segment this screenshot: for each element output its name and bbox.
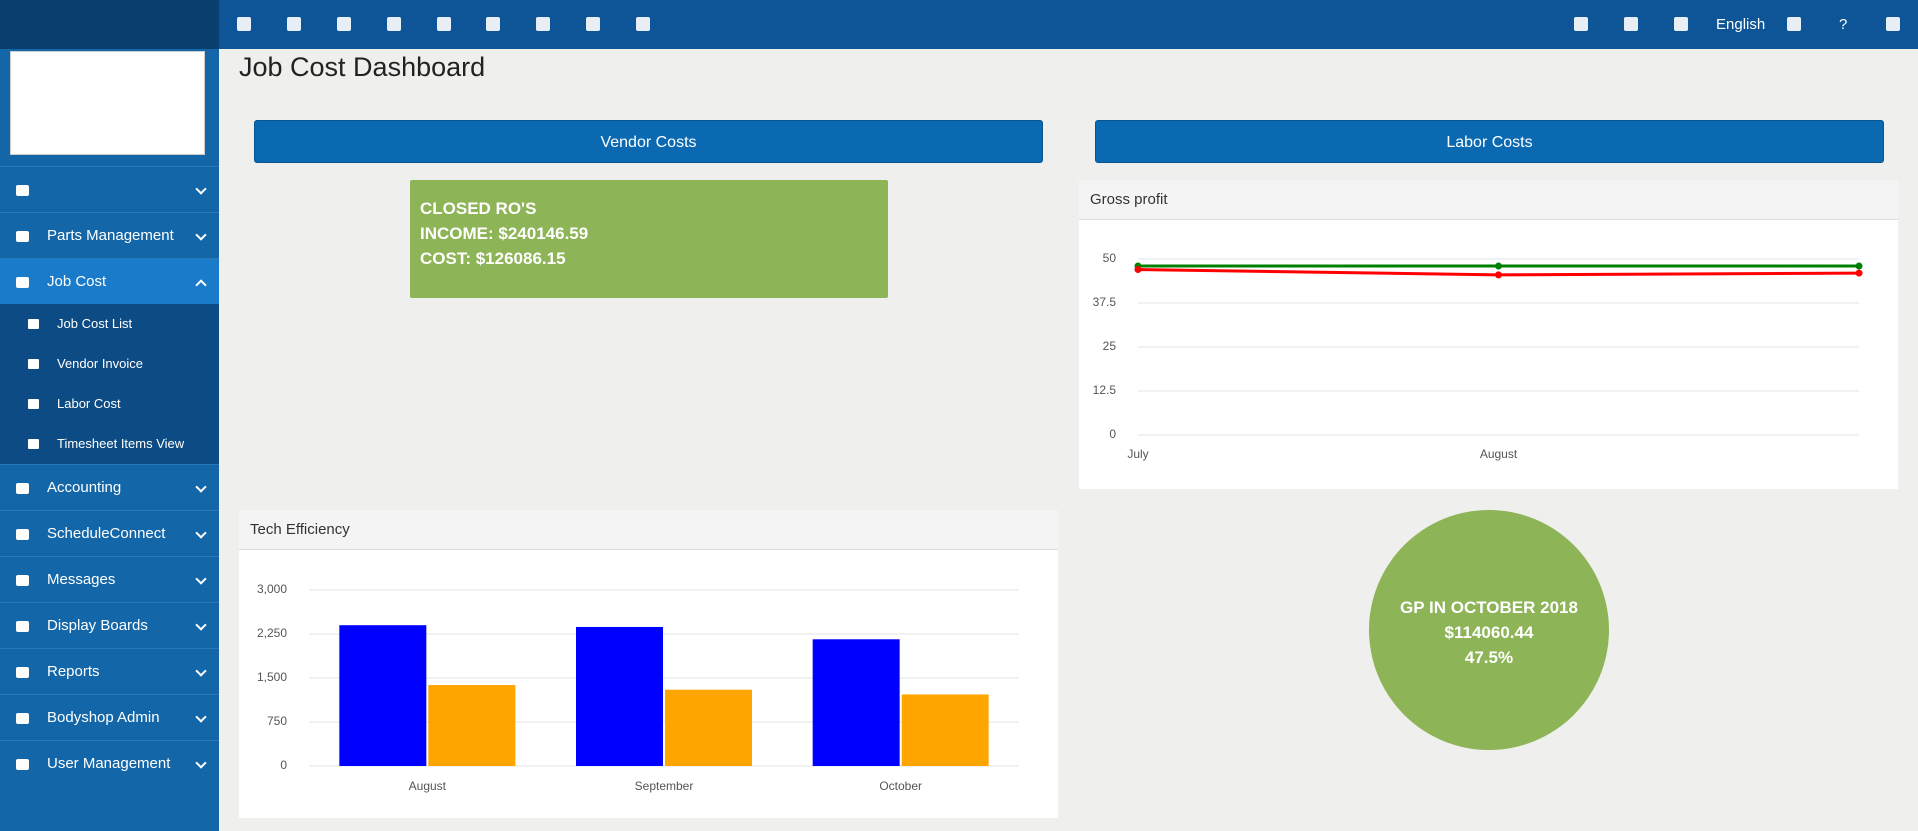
- panel-title: Tech Efficiency: [239, 510, 1058, 550]
- y-tick-label: 1,500: [257, 670, 287, 684]
- card-line: COST: $126086.15: [420, 249, 566, 268]
- y-tick-label: 0: [1109, 427, 1116, 441]
- icon[interactable]: [337, 17, 351, 31]
- chart: 0 750 1,500 2,250 3,000 August September Octobe…: [257, 582, 1019, 793]
- icon[interactable]: [387, 17, 401, 31]
- chart: 0 12.5 25 37.5 50 July August: [1093, 251, 1863, 461]
- card-line: CLOSED RO'S: [420, 199, 537, 218]
- icon[interactable]: [586, 17, 600, 31]
- gross-profit-panel: Gross profit 0 12.5 25 37.5 50 July August: [1079, 180, 1898, 489]
- gp-line: GP IN OCTOBER 2018: [1400, 598, 1578, 617]
- menu-item[interactable]: Messages: [0, 556, 219, 602]
- gp-line: 47.5%: [1464, 648, 1514, 667]
- y-tick-label: 37.5: [1093, 295, 1117, 309]
- y-tick-label: 750: [267, 714, 287, 728]
- submenu-item[interactable]: Timesheet Items View: [0, 424, 219, 464]
- x-tick-label: September: [635, 779, 694, 793]
- menu-item[interactable]: Job Cost: [0, 258, 219, 304]
- bar: [901, 694, 989, 766]
- bar: [576, 626, 663, 766]
- menu-item[interactable]: Reports: [0, 648, 219, 694]
- point: [1855, 269, 1863, 277]
- submenu-item[interactable]: Vendor Invoice: [0, 344, 219, 384]
- gp-line: $114060.44: [1444, 623, 1534, 642]
- tech-efficiency-panel: Tech Efficiency 0 750 1,500 2,250 3,000 Augus…: [239, 510, 1058, 818]
- icon[interactable]: [636, 17, 650, 31]
- x-tick-label: August: [1480, 447, 1518, 461]
- closed-card: CLOSED RO'S INCOME: $240146.59 COST: $12…: [410, 180, 888, 298]
- y-tick-label: 0: [280, 758, 287, 772]
- icon[interactable]: [287, 17, 301, 31]
- y-tick-label: 12.5: [1093, 383, 1117, 397]
- submenu-item[interactable]: Job Cost List: [0, 304, 219, 344]
- x-tick-label: July: [1127, 447, 1148, 461]
- icon[interactable]: [1674, 17, 1688, 31]
- submenu-item[interactable]: Labor Cost: [0, 384, 219, 424]
- icon[interactable]: [237, 17, 251, 31]
- logo: [10, 51, 205, 155]
- bar: [339, 625, 427, 766]
- top-bar: English ?: [0, 0, 1918, 49]
- y-tick-label: 2,250: [257, 626, 287, 640]
- bar: [428, 685, 516, 766]
- icon[interactable]: [486, 17, 500, 31]
- panel-title: Gross profit: [1079, 180, 1898, 220]
- icon[interactable]: [1787, 17, 1801, 31]
- language[interactable]: English: [1716, 16, 1766, 33]
- menu-item[interactable]: Bodyshop Admin: [0, 694, 219, 740]
- sidebar: Parts Management Job Cost Job Cost List Ven…: [0, 49, 219, 831]
- point: [1855, 262, 1863, 270]
- icon[interactable]: [437, 17, 451, 31]
- gp-circle: GP IN OCTOBER 2018 $114060.44 47.5%: [1369, 510, 1609, 750]
- y-tick-label: 25: [1103, 339, 1117, 353]
- labor-costs-button[interactable]: Labor Costs: [1095, 120, 1884, 163]
- menu-item[interactable]: [0, 166, 219, 212]
- menu-item[interactable]: Accounting: [0, 464, 219, 510]
- menu-item[interactable]: Parts Management: [0, 212, 219, 258]
- x-tick-label: August: [409, 779, 447, 793]
- brand[interactable]: [0, 0, 219, 49]
- menu-item[interactable]: ScheduleConnect: [0, 510, 219, 556]
- bar: [665, 689, 752, 766]
- card-line: INCOME: $240146.59: [420, 224, 589, 243]
- icon[interactable]: [1886, 17, 1900, 31]
- point: [1495, 262, 1502, 270]
- x-tick-label: October: [879, 779, 922, 793]
- bar: [812, 639, 900, 766]
- y-tick-label: 50: [1103, 251, 1117, 265]
- help[interactable]: ?: [1839, 16, 1848, 33]
- menu: Parts Management Job Cost Job Cost List Ven…: [0, 166, 219, 786]
- point: [1495, 271, 1502, 279]
- y-tick-label: 3,000: [257, 582, 287, 596]
- menu-item[interactable]: Display Boards: [0, 602, 219, 648]
- icon[interactable]: [536, 17, 550, 31]
- vendor-costs-button[interactable]: Vendor Costs: [254, 120, 1043, 163]
- icon[interactable]: [1624, 17, 1638, 31]
- point: [1134, 266, 1142, 274]
- menu-item[interactable]: User Management: [0, 740, 219, 786]
- icon[interactable]: [1574, 17, 1588, 31]
- page-title: Job Cost Dashboard: [239, 52, 486, 82]
